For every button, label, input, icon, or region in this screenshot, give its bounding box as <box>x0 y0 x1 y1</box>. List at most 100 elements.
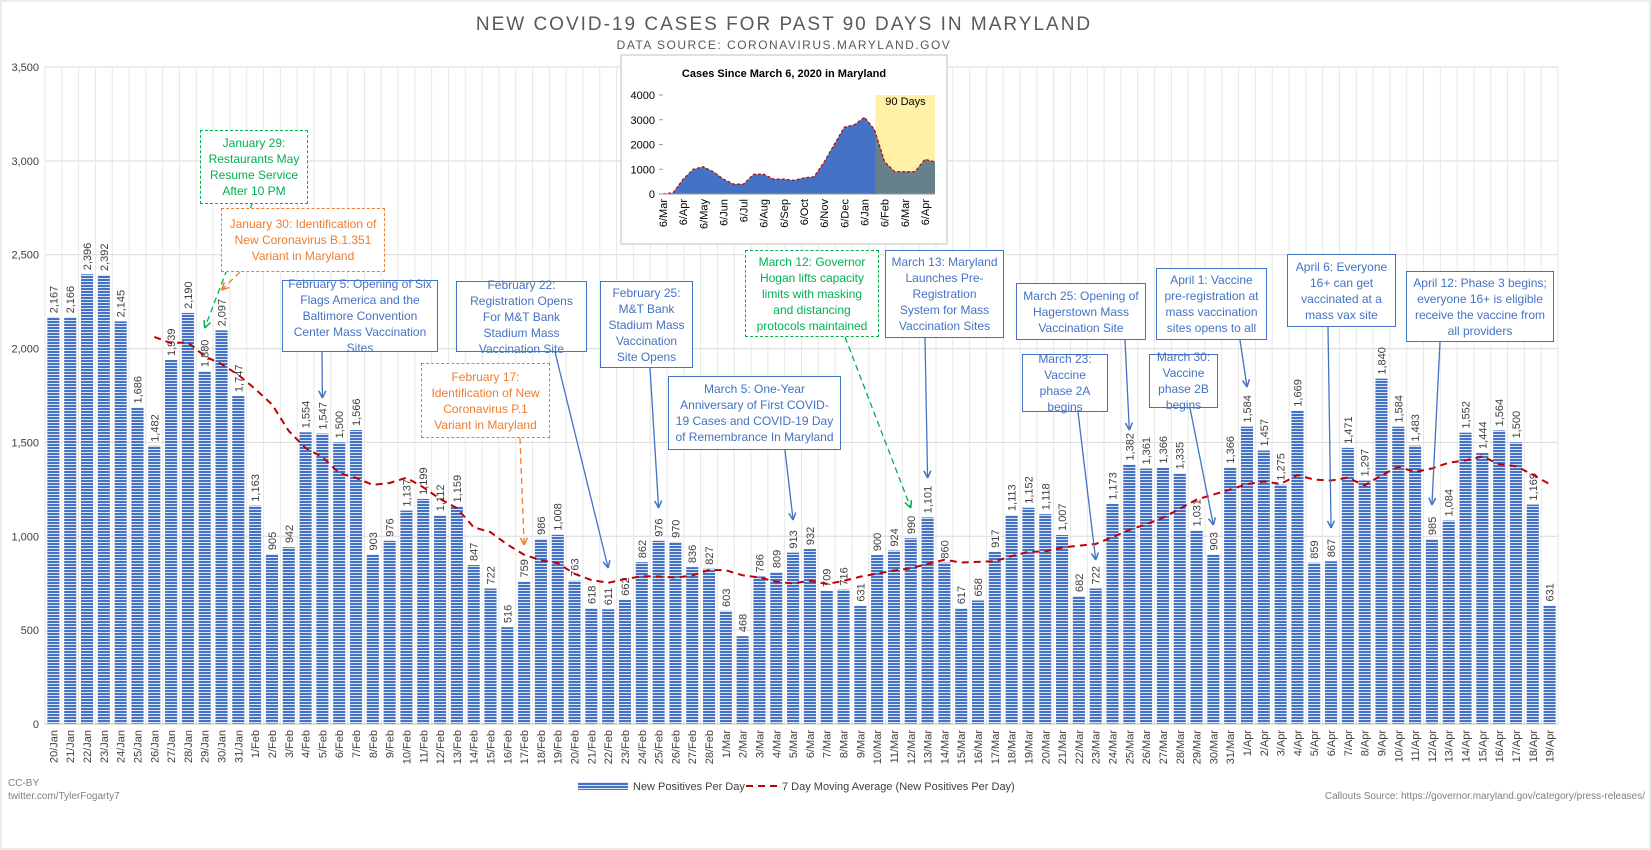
callout-arrow <box>519 437 525 546</box>
bar <box>1409 445 1422 724</box>
value-label: 1,007 <box>1057 503 1069 531</box>
bar <box>1476 452 1489 724</box>
x-tick-label: 15/Apr <box>1477 730 1489 763</box>
x-tick-label: 7/Mar <box>822 730 834 758</box>
value-label: 682 <box>1074 574 1086 592</box>
value-label: 1,840 <box>1376 347 1388 375</box>
value-label: 1,471 <box>1343 416 1355 444</box>
highlight-label: 90 Days <box>885 96 926 108</box>
bar <box>618 599 632 724</box>
bar <box>198 371 211 724</box>
value-label: 1,084 <box>1444 489 1456 517</box>
y-tick-label: 500 <box>21 625 39 637</box>
x-tick-label: 10/Feb <box>401 730 413 764</box>
bar <box>299 432 312 724</box>
arrow-head <box>519 537 529 546</box>
value-label: 1,500 <box>334 411 346 439</box>
value-label: 1,366 <box>1158 436 1170 464</box>
value-label: 763 <box>570 558 582 576</box>
x-tick-label: 19/Mar <box>1023 730 1035 765</box>
value-label: 1,169 <box>1528 473 1540 501</box>
bar <box>1005 515 1018 724</box>
bar <box>1257 450 1270 724</box>
arrow-head <box>1124 422 1134 431</box>
x-tick-label: 11/Feb <box>418 730 430 763</box>
value-label: 1,747 <box>233 365 245 393</box>
bar <box>551 534 564 724</box>
bar <box>787 552 800 724</box>
value-label: 985 <box>1427 517 1439 535</box>
bar <box>669 541 682 724</box>
callout-arrow <box>784 449 794 521</box>
value-label: 709 <box>822 569 834 587</box>
value-label: 2,396 <box>82 243 94 271</box>
arrow-head <box>1207 517 1217 526</box>
value-label: 611 <box>603 588 615 606</box>
value-label: 924 <box>889 528 901 546</box>
bar <box>1392 426 1405 724</box>
x-tick-label: 21/Feb <box>586 730 598 764</box>
x-tick-label: 24/Feb <box>637 730 649 764</box>
callout: March 25: Opening of Hagerstown Mass Vac… <box>1016 283 1146 340</box>
inset-x-tick-label: 6/Oct <box>799 199 811 225</box>
inset-x-tick-label: 6/Jul <box>739 199 751 222</box>
value-label: 1,008 <box>553 503 565 531</box>
inset-x-tick-label: 6/Jun <box>718 199 730 226</box>
x-tick-label: 13/Feb <box>452 730 464 764</box>
x-tick-label: 17/Feb <box>519 730 531 764</box>
moving-average-line <box>153 335 1551 585</box>
x-tick-label: 11/Apr <box>1410 730 1422 762</box>
bar <box>1022 507 1035 724</box>
bar <box>484 588 497 724</box>
value-label: 716 <box>839 567 851 585</box>
value-label: 1,361 <box>1141 437 1153 465</box>
x-tick-label: 22/Mar <box>1074 730 1086 765</box>
x-tick-label: 14/Apr <box>1461 730 1473 763</box>
arrow-head <box>788 512 797 521</box>
y-tick-label: 0 <box>33 719 39 731</box>
bar <box>467 565 480 724</box>
value-label: 1,366 <box>1225 436 1237 464</box>
value-label: 1,552 <box>1461 401 1473 429</box>
arrow-head <box>1241 379 1251 388</box>
bar <box>181 312 194 724</box>
callout: April 1: Vaccine pre-registration at mas… <box>1156 268 1267 340</box>
x-tick-label: 27/Mar <box>1158 730 1170 765</box>
inset-x-tick-label: 6/Mar <box>900 199 912 227</box>
inset-x-tick-label: 6/Aug <box>759 199 771 228</box>
bar <box>971 600 985 724</box>
bar <box>400 510 413 724</box>
value-label: 1,500 <box>1511 411 1523 439</box>
x-tick-label: 4/Mar <box>771 730 783 758</box>
bar <box>719 610 732 724</box>
x-tick-label: 15/Feb <box>485 730 497 764</box>
value-label: 2,190 <box>183 281 195 309</box>
value-label: 1,163 <box>250 474 262 502</box>
chart-title: NEW COVID-19 CASES FOR PAST 90 DAYS IN M… <box>476 14 1092 35</box>
bar <box>803 549 816 724</box>
x-tick-label: 18/Apr <box>1528 730 1540 763</box>
x-tick-label: 1/Feb <box>250 730 262 758</box>
bar <box>249 505 262 724</box>
bar <box>366 554 379 724</box>
value-label: 1,444 <box>1477 421 1489 449</box>
bar <box>652 540 665 724</box>
x-tick-label: 27/Jan <box>166 730 178 763</box>
callout: January 30: Identification of New Corona… <box>221 208 385 272</box>
bar <box>1190 530 1203 724</box>
inset-x-tick-label: 6/Jan <box>859 199 871 226</box>
bar <box>349 430 363 724</box>
bar <box>114 321 127 724</box>
bar <box>871 555 884 724</box>
x-tick-label: 10/Apr <box>1393 730 1405 763</box>
callout-arrow <box>924 337 929 479</box>
value-label: 1,199 <box>418 467 430 495</box>
inset-x-tick-label: 6/Mar <box>658 199 670 227</box>
x-tick-label: 12/Feb <box>435 730 447 764</box>
arrow-head <box>1326 520 1336 529</box>
x-tick-label: 10/Mar <box>872 730 884 765</box>
arrow-head <box>220 282 230 291</box>
x-tick-label: 5/Feb <box>317 730 329 758</box>
value-label: 942 <box>284 525 296 543</box>
value-label: 976 <box>654 518 666 536</box>
